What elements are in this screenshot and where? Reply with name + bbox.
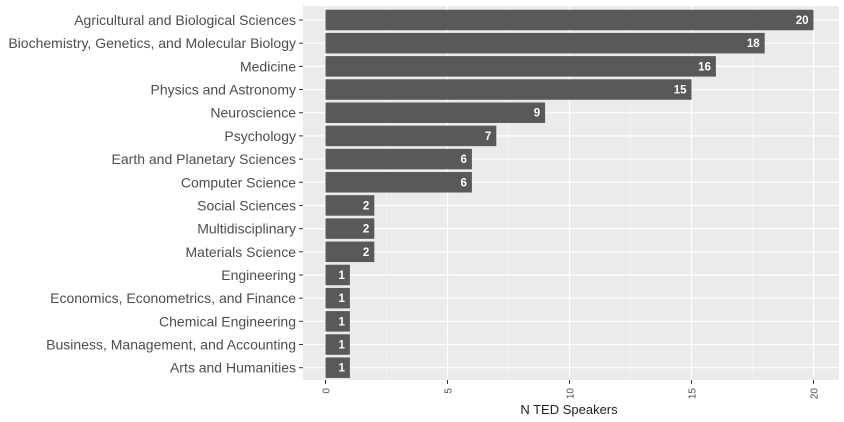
x-tick-label: 0 xyxy=(322,388,333,394)
bar-value-label: 1 xyxy=(338,340,345,352)
y-tick-label: Neuroscience xyxy=(210,105,296,121)
y-tick-label: Biochemistry, Genetics, and Molecular Bi… xyxy=(8,35,296,51)
bar-value-label: 2 xyxy=(363,200,369,212)
y-tick-label: Materials Science xyxy=(186,244,297,260)
bar xyxy=(325,125,497,147)
bar-value-label: 1 xyxy=(338,363,345,375)
x-tick-label: 20 xyxy=(810,388,821,400)
y-tick-label: Arts and Humanities xyxy=(170,360,296,376)
bar xyxy=(325,357,350,378)
bar xyxy=(325,9,814,31)
bar xyxy=(325,56,716,77)
bar xyxy=(325,287,350,309)
bar-value-label: 20 xyxy=(796,15,809,27)
bar-value-label: 16 xyxy=(698,61,711,73)
y-tick-label: Physics and Astronomy xyxy=(150,82,296,98)
x-tick-label: 10 xyxy=(566,388,577,400)
bar xyxy=(325,311,350,332)
bar xyxy=(325,334,350,355)
y-tick-label: Chemical Engineering xyxy=(159,313,296,329)
bar xyxy=(325,195,375,216)
y-axis: Agricultural and Biological Sciences Bioc… xyxy=(8,12,303,376)
bar-value-label: 9 xyxy=(534,108,540,120)
bar-data-labels: 20 18 16 15 9 7 6 6 2 2 2 1 1 1 1 1 xyxy=(338,15,808,375)
y-tick-label: Computer Science xyxy=(181,174,296,190)
bar-value-label: 1 xyxy=(338,293,345,305)
y-tick-label: Earth and Planetary Sciences xyxy=(112,151,296,167)
y-tick-label: Multidisciplinary xyxy=(197,221,296,237)
bar-value-label: 1 xyxy=(338,316,345,328)
bar xyxy=(325,148,472,170)
bar xyxy=(325,264,350,286)
bar-value-label: 2 xyxy=(363,247,369,259)
bars xyxy=(325,9,814,378)
y-tick-label: Medicine xyxy=(240,58,296,74)
bar-value-label: 1 xyxy=(338,270,345,282)
bar xyxy=(325,102,546,123)
y-tick-label: Social Sciences xyxy=(197,197,296,213)
x-axis: 0 5 10 15 20 xyxy=(322,380,821,399)
x-axis-title: N TED Speakers xyxy=(520,402,618,417)
bar-value-label: 2 xyxy=(363,224,369,236)
bar-value-label: 7 xyxy=(485,131,491,143)
bar xyxy=(325,218,375,239)
bar xyxy=(325,241,375,263)
bar-value-label: 6 xyxy=(460,154,466,166)
bar xyxy=(325,79,692,100)
y-tick-label: Agricultural and Biological Sciences xyxy=(74,12,296,28)
x-tick-label: 15 xyxy=(688,388,699,400)
y-tick-label: Psychology xyxy=(224,128,296,144)
y-tick-label: Engineering xyxy=(221,267,296,283)
y-tick-label: Business, Management, and Accounting xyxy=(46,337,296,353)
bar xyxy=(325,32,765,54)
bar-value-label: 18 xyxy=(747,38,760,50)
bar xyxy=(325,172,472,193)
y-tick-label: Economics, Econometrics, and Finance xyxy=(50,290,296,306)
bar-value-label: 15 xyxy=(674,85,687,97)
bar-value-label: 6 xyxy=(460,177,466,189)
x-tick-label: 5 xyxy=(444,388,455,394)
